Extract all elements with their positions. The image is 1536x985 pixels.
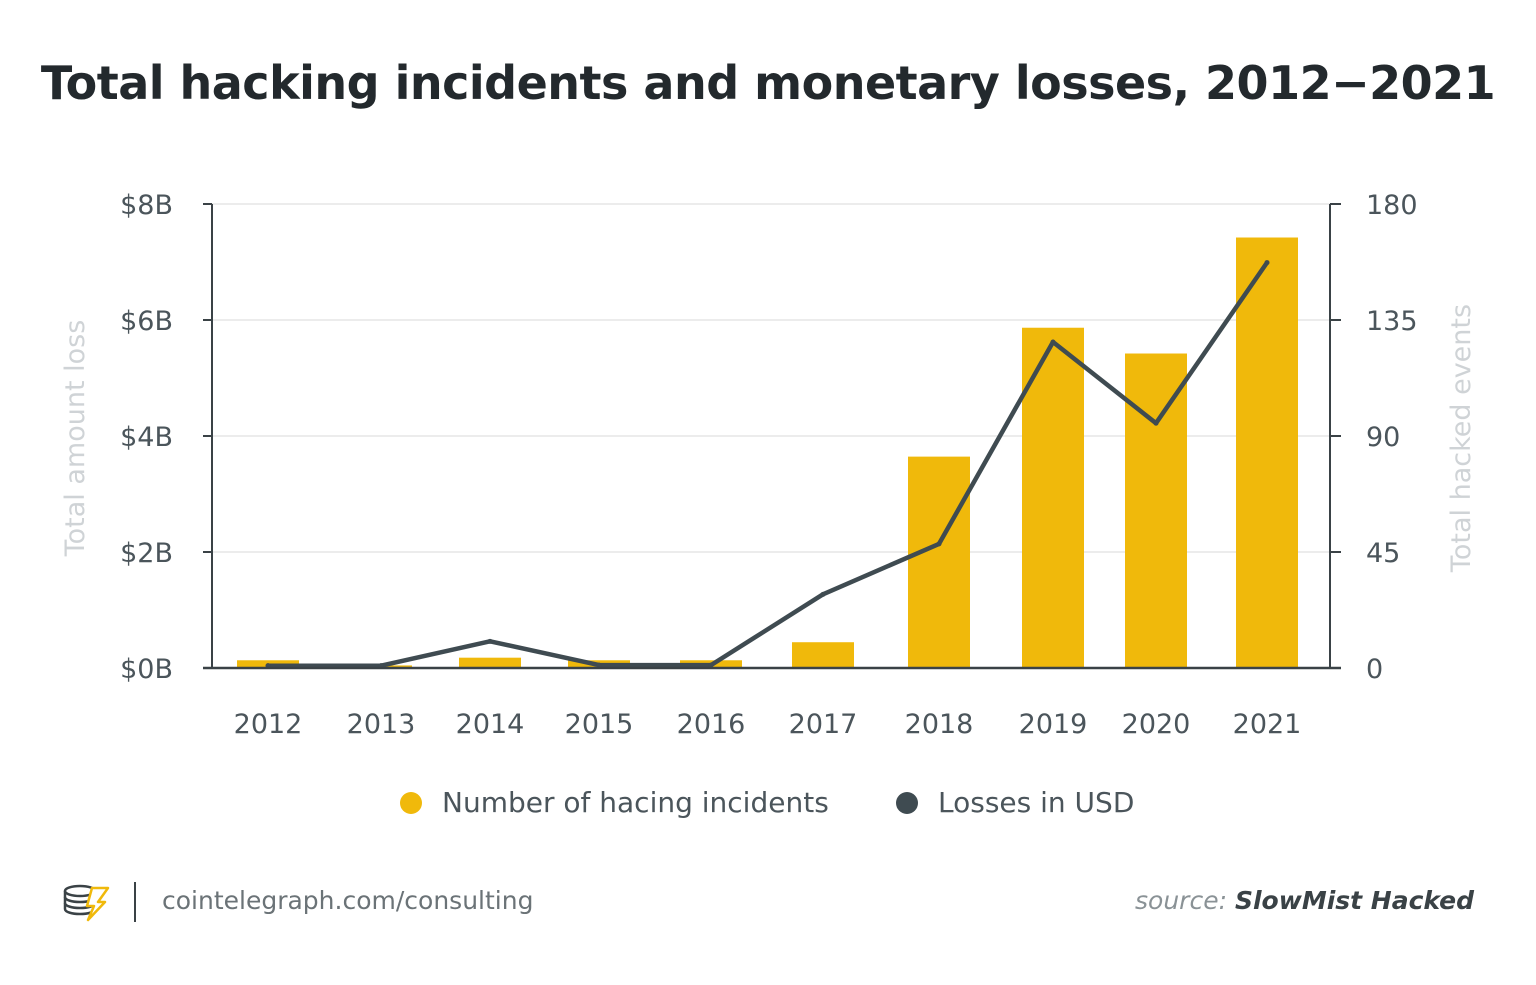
legend-label-incidents: Number of hacing incidents — [442, 786, 829, 819]
y-right-tick-label: 90 — [1366, 422, 1400, 453]
x-tick-label: 2021 — [1233, 709, 1302, 740]
y-right-axis-title: Total hacked events — [1446, 304, 1477, 573]
y-right-tick-label: 0 — [1366, 654, 1383, 685]
legend-item-losses: Losses in USD — [896, 786, 1134, 819]
chart-title: Total hacking incidents and monetary los… — [40, 56, 1496, 110]
combo-chart: $0B 0 $2B 45 $4B 90 $6B 135 $8B 180 2012 2013 2014 20… — [60, 190, 1477, 740]
tick-labels: $0B 0 $2B 45 $4B 90 $6B 135 $8B 180 2012 2013 2014 20… — [120, 190, 1417, 740]
y-left-tick-label: $8B — [120, 190, 173, 221]
x-tick-label: 2015 — [565, 709, 634, 740]
legend-swatch-incidents — [400, 791, 422, 814]
footer: cointelegraph.com/consulting source: Slo… — [0, 880, 1536, 928]
y-right-tick-label: 180 — [1366, 190, 1418, 221]
bar-2021 — [1236, 237, 1298, 668]
line-point-2014 — [487, 638, 493, 644]
legend-swatch-losses — [896, 791, 918, 814]
cointelegraph-logo-icon — [63, 884, 110, 922]
y-right-tick-label: 45 — [1366, 538, 1400, 569]
source-name: SlowMist Hacked — [1234, 886, 1474, 915]
line-point-2016 — [708, 662, 714, 668]
y-left-axis-title: Total amount loss — [60, 320, 91, 558]
bar-2014 — [459, 657, 521, 668]
footer-divider — [134, 882, 136, 922]
bar-2018 — [908, 456, 970, 668]
legend-label-losses: Losses in USD — [938, 786, 1135, 819]
line-point-2019 — [1050, 339, 1056, 345]
bar-2019 — [1022, 327, 1084, 668]
x-tick-label: 2017 — [789, 709, 858, 740]
legend-item-incidents: Number of hacing incidents — [400, 786, 829, 819]
x-tick-label: 2016 — [677, 709, 746, 740]
x-tick-label: 2020 — [1122, 709, 1191, 740]
bar-series — [237, 237, 1298, 668]
line-point-2015 — [596, 662, 602, 668]
axes — [203, 203, 1341, 670]
bar-2020 — [1125, 353, 1187, 668]
line-point-2018 — [936, 541, 942, 547]
line-point-2021 — [1264, 260, 1270, 266]
x-tick-label: 2014 — [456, 709, 525, 740]
y-left-tick-label: $4B — [120, 422, 173, 453]
y-right-tick-label: 135 — [1366, 306, 1418, 337]
line-point-2017 — [820, 591, 826, 597]
x-tick-label: 2018 — [905, 709, 974, 740]
source-prefix: source: — [1135, 886, 1235, 915]
line-series — [265, 260, 1270, 669]
legend: Number of hacing incidents Losses in USD — [0, 786, 1536, 826]
x-tick-label: 2019 — [1019, 709, 1088, 740]
y-left-tick-label: $2B — [120, 538, 173, 569]
footer-source: source: SlowMist Hacked — [1135, 886, 1474, 915]
line-point-2020 — [1153, 420, 1159, 426]
footer-site-link[interactable]: cointelegraph.com/consulting — [162, 886, 534, 915]
x-tick-label: 2013 — [347, 709, 416, 740]
bar-2017 — [792, 642, 854, 668]
y-left-tick-label: $6B — [120, 306, 173, 337]
y-left-tick-label: $0B — [120, 654, 173, 685]
x-tick-label: 2012 — [234, 709, 303, 740]
losses-line — [265, 260, 1270, 668]
